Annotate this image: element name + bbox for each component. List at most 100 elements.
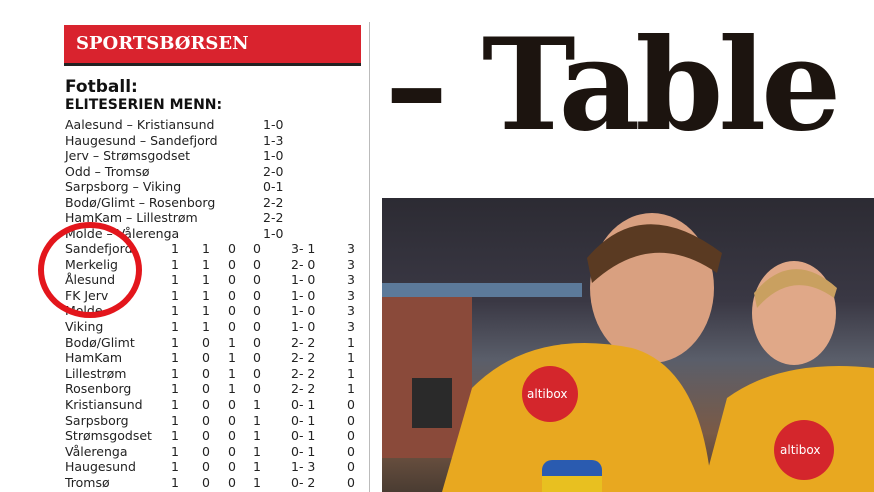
match: Sarpsborg – Viking (65, 179, 182, 194)
score: 1-0 (263, 225, 284, 241)
w: 0 (202, 459, 210, 475)
l: 0 (253, 272, 261, 288)
section-title: SPORTSBØRSEN (76, 33, 249, 54)
score: 1-0 (263, 117, 284, 132)
w: 0 (202, 381, 210, 397)
d: 0 (228, 459, 236, 475)
p: 1 (171, 272, 179, 288)
table-row: Kristiansund 1 0 0 1 0- 1 0 (65, 397, 360, 412)
result-row: HamKam – Lillestrøm 2-2 (65, 210, 355, 225)
table-row: HamKam 1 0 1 0 2- 2 1 (65, 350, 360, 365)
d: 0 (228, 319, 236, 334)
l: 1 (253, 397, 261, 412)
result-row: Haugesund – Sandefjord 1-3 (65, 133, 355, 148)
team: Bodø/Glimt (65, 334, 135, 350)
table-row: Haugesund 1 0 0 1 1- 3 0 (65, 459, 360, 474)
l: 0 (253, 319, 261, 334)
p: 1 (171, 412, 179, 428)
player-photo: altibox altibox (382, 198, 874, 492)
w: 1 (202, 303, 210, 319)
goals: 1- 0 (291, 303, 316, 319)
p: 1 (171, 256, 179, 272)
photo-illustration: altibox altibox (382, 213, 874, 492)
pts: 3 (347, 287, 355, 303)
w: 1 (202, 272, 210, 288)
goals: 0- 1 (291, 397, 316, 412)
p: 1 (171, 241, 179, 256)
table-row: Bodø/Glimt 1 0 1 0 2- 2 1 (65, 335, 360, 350)
goals: 2- 2 (291, 334, 316, 350)
pts: 0 (347, 459, 355, 475)
score: 1-0 (263, 148, 284, 163)
team: Vålerenga (65, 443, 128, 459)
l: 1 (253, 412, 261, 428)
w: 0 (202, 334, 210, 350)
l: 0 (253, 287, 261, 303)
match: Odd – Tromsø (65, 163, 150, 179)
match: Aalesund – Kristiansund (65, 117, 215, 132)
table-row: Strømsgodset 1 0 0 1 0- 1 0 (65, 428, 360, 443)
p: 1 (171, 303, 179, 319)
pts: 1 (347, 334, 355, 350)
l: 0 (253, 381, 261, 397)
team: Strømsgodset (65, 428, 152, 444)
pts: 3 (347, 303, 355, 319)
p: 1 (171, 428, 179, 444)
pts: 1 (347, 381, 355, 397)
team: HamKam (65, 350, 123, 366)
w: 0 (202, 443, 210, 459)
d: 1 (228, 334, 236, 350)
l: 1 (253, 459, 261, 475)
goals: 2- 0 (291, 256, 316, 272)
d: 0 (228, 475, 236, 490)
w: 0 (202, 475, 210, 490)
w: 0 (202, 412, 210, 428)
table-row: Lillestrøm 1 0 1 0 2- 2 1 (65, 366, 360, 381)
score: 2-0 (263, 163, 284, 179)
goals: 0- 1 (291, 443, 316, 459)
pts: 1 (347, 350, 355, 366)
goals: 1- 0 (291, 319, 316, 334)
headline: – Table (385, 11, 841, 159)
highlight-circle (38, 222, 142, 318)
goals: 0- 1 (291, 412, 316, 428)
l: 1 (253, 428, 261, 444)
score: 1-3 (263, 132, 284, 148)
pts: 1 (347, 365, 355, 381)
match: Haugesund – Sandefjord (65, 132, 218, 148)
l: 0 (253, 350, 261, 366)
w: 1 (202, 319, 210, 334)
table-row: Vålerenga 1 0 0 1 0- 1 0 (65, 444, 360, 459)
team: Tromsø (65, 475, 110, 490)
goals: 3- 1 (291, 241, 316, 256)
pts: 0 (347, 412, 355, 428)
w: 1 (202, 256, 210, 272)
pts: 0 (347, 428, 355, 444)
w: 0 (202, 350, 210, 366)
sport-heading: Fotball: (65, 77, 138, 97)
table-row: Sarpsborg 1 0 0 1 0- 1 0 (65, 413, 360, 428)
d: 0 (228, 272, 236, 288)
p: 1 (171, 350, 179, 366)
l: 1 (253, 475, 261, 490)
d: 1 (228, 350, 236, 366)
w: 1 (202, 287, 210, 303)
goals: 0- 2 (291, 475, 316, 490)
column-divider (369, 22, 370, 492)
l: 0 (253, 303, 261, 319)
pts: 0 (347, 397, 355, 412)
pts: 0 (347, 475, 355, 490)
p: 1 (171, 365, 179, 381)
l: 0 (253, 256, 261, 272)
team: Viking (65, 319, 104, 334)
match: Jerv – Strømsgodset (65, 148, 191, 163)
result-row: Jerv – Strømsgodset 1-0 (65, 148, 355, 163)
d: 0 (228, 241, 236, 256)
goals: 1- 3 (291, 459, 316, 475)
l: 1 (253, 443, 261, 459)
match: HamKam – Lillestrøm (65, 210, 198, 225)
d: 0 (228, 428, 236, 444)
p: 1 (171, 443, 179, 459)
result-row: Bodø/Glimt – Rosenborg 2-2 (65, 195, 355, 210)
d: 0 (228, 256, 236, 272)
